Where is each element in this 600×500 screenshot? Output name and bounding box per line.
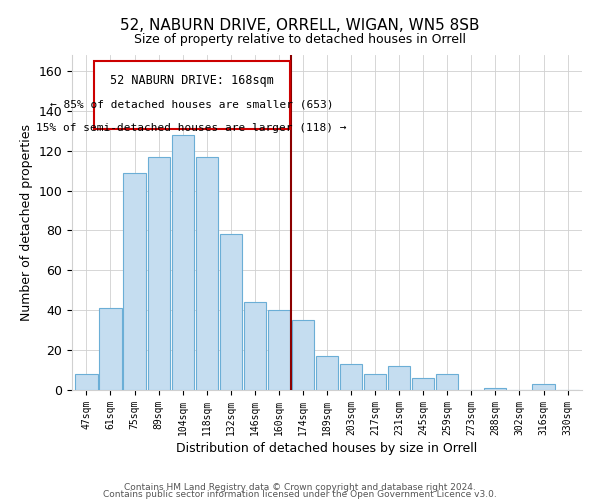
Text: 52, NABURN DRIVE, ORRELL, WIGAN, WN5 8SB: 52, NABURN DRIVE, ORRELL, WIGAN, WN5 8SB: [120, 18, 480, 32]
Y-axis label: Number of detached properties: Number of detached properties: [20, 124, 33, 321]
X-axis label: Distribution of detached houses by size in Orrell: Distribution of detached houses by size …: [176, 442, 478, 455]
Bar: [100, 308, 122, 390]
Bar: [388, 366, 410, 390]
Bar: [340, 364, 362, 390]
Bar: [436, 374, 458, 390]
Text: 15% of semi-detached houses are larger (118) →: 15% of semi-detached houses are larger (…: [37, 123, 347, 133]
Text: ← 85% of detached houses are smaller (653): ← 85% of detached houses are smaller (65…: [50, 100, 334, 110]
Bar: [484, 388, 506, 390]
Bar: [244, 302, 266, 390]
Bar: [196, 156, 218, 390]
Bar: [148, 156, 170, 390]
Bar: [316, 356, 338, 390]
Bar: [220, 234, 242, 390]
Bar: [76, 374, 98, 390]
Text: 52 NABURN DRIVE: 168sqm: 52 NABURN DRIVE: 168sqm: [110, 74, 274, 88]
Bar: [268, 310, 290, 390]
Bar: [412, 378, 434, 390]
Text: Contains HM Land Registry data © Crown copyright and database right 2024.: Contains HM Land Registry data © Crown c…: [124, 484, 476, 492]
Bar: [172, 135, 194, 390]
Text: Contains public sector information licensed under the Open Government Licence v3: Contains public sector information licen…: [103, 490, 497, 499]
Bar: [364, 374, 386, 390]
Bar: [124, 172, 146, 390]
Text: Size of property relative to detached houses in Orrell: Size of property relative to detached ho…: [134, 32, 466, 46]
FancyBboxPatch shape: [94, 61, 290, 129]
Bar: [292, 320, 314, 390]
Bar: [532, 384, 554, 390]
